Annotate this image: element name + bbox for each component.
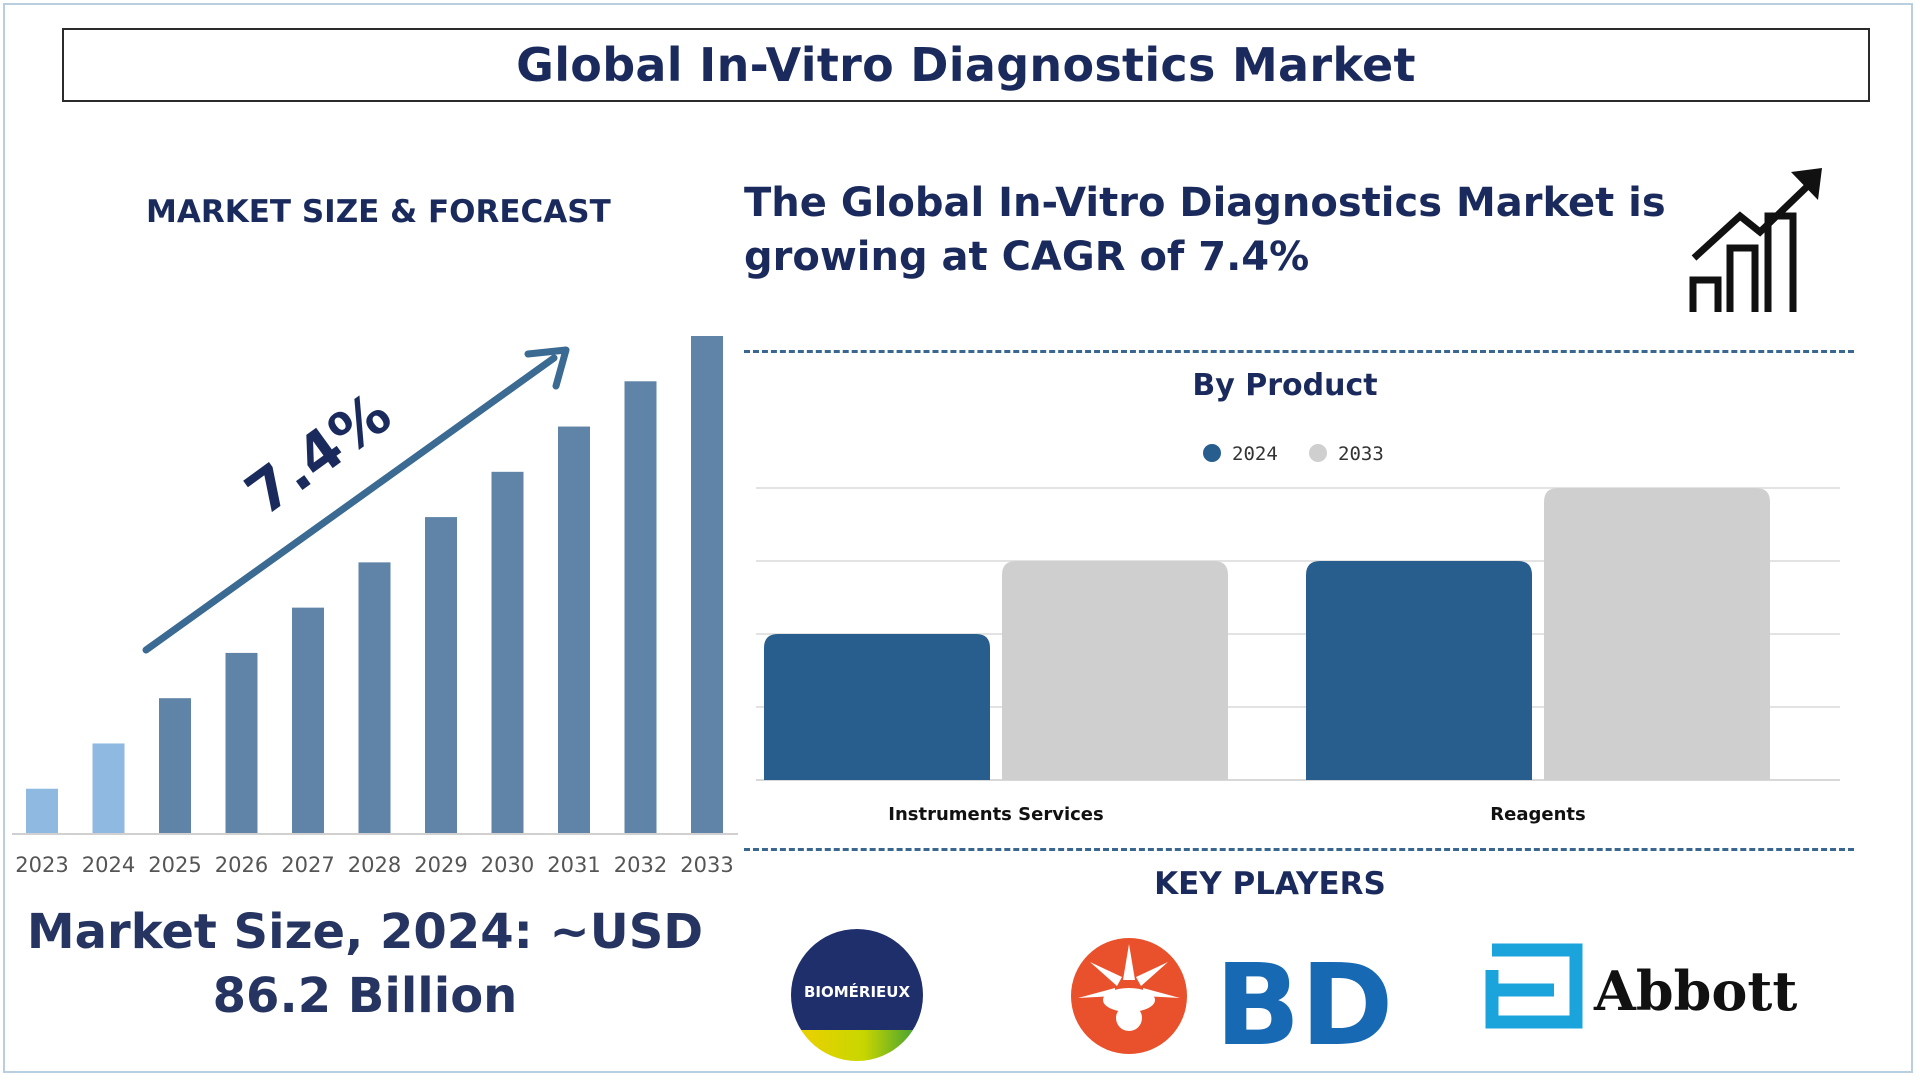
cagr-annotation: 7.4% — [233, 379, 403, 529]
biomerieux-logo-text: BIOMÉRIEUX — [804, 982, 910, 1001]
legend-marker-2033 — [1309, 444, 1327, 462]
forecast-tick-label: 2027 — [281, 853, 334, 877]
forecast-tick-label: 2025 — [148, 853, 201, 877]
forecast-tick-label: 2030 — [481, 853, 534, 877]
key-players-heading: KEY PLAYERS — [1154, 866, 1386, 902]
product-category-label: Reagents — [1490, 804, 1585, 825]
product-chart: 2024 2033 Instruments Services Reagents — [756, 443, 1840, 825]
page-frame — [3, 3, 1913, 1073]
forecast-bar-2026 — [225, 652, 258, 834]
abbott-logo: Abbott — [1485, 943, 1797, 1029]
bd-logo-text: BD — [1215, 941, 1388, 1060]
cagr-statement: The Global In-Vitro Diagnostics Market i… — [744, 180, 1666, 280]
forecast-bar-2029 — [425, 517, 457, 834]
forecast-bar-2024 — [92, 743, 125, 834]
market-size-line2: 86.2 Billion — [212, 968, 518, 1024]
forecast-bar-2025 — [159, 698, 191, 834]
forecast-heading: MARKET SIZE & FORECAST — [146, 194, 611, 230]
legend-marker-2024 — [1203, 444, 1221, 462]
forecast-tick-label: 2024 — [82, 853, 135, 877]
product-bar-2024 — [1306, 561, 1532, 780]
growth-arrow-head — [524, 346, 570, 390]
page-title: Global In-Vitro Diagnostics Market — [516, 38, 1416, 92]
biomerieux-logo: BIOMÉRIEUX — [791, 929, 923, 1061]
forecast-bar-2031 — [558, 426, 590, 834]
forecast-bar-2033 — [691, 336, 723, 834]
divider-bottom — [744, 848, 1854, 851]
product-bar-2024 — [764, 634, 990, 780]
forecast-chart: 2023 2024 2025 2026 2027 2028 2029 2030 2031 2032… — [12, 336, 738, 877]
product-chart-title: By Product — [1192, 368, 1378, 403]
forecast-tick-label: 2028 — [348, 853, 401, 877]
product-category-label: Instruments Services — [888, 804, 1103, 825]
forecast-tick-label: 2026 — [215, 853, 268, 877]
forecast-tick-label: 2031 — [547, 853, 600, 877]
forecast-bar-2030 — [491, 471, 524, 834]
legend-label-2024: 2024 — [1232, 443, 1278, 465]
title-banner: Global In-Vitro Diagnostics Market — [62, 28, 1870, 102]
forecast-bar-2028 — [358, 562, 391, 834]
growth-arrow — [142, 354, 558, 654]
market-size-text: Market Size, 2024: ~USD 86.2 Billion — [20, 900, 710, 1028]
product-bar-2033 — [1002, 561, 1228, 780]
forecast-tick-label: 2023 — [15, 853, 68, 877]
forecast-tick-label: 2029 — [414, 853, 467, 877]
forecast-bar-2023 — [26, 788, 58, 834]
legend-label-2033: 2033 — [1338, 443, 1384, 465]
forecast-bar-2032 — [624, 381, 657, 834]
forecast-tick-label: 2033 — [680, 853, 733, 877]
bd-logo: BD — [1071, 938, 1388, 1060]
divider-top — [744, 350, 1854, 353]
growth-chart-icon — [1689, 168, 1822, 312]
product-bar-2033 — [1544, 488, 1770, 780]
market-size-line1: Market Size, 2024: ~USD — [26, 904, 704, 960]
forecast-tick-label: 2032 — [614, 853, 667, 877]
abbott-logo-text: Abbott — [1593, 959, 1797, 1023]
forecast-bar-2027 — [292, 607, 324, 834]
